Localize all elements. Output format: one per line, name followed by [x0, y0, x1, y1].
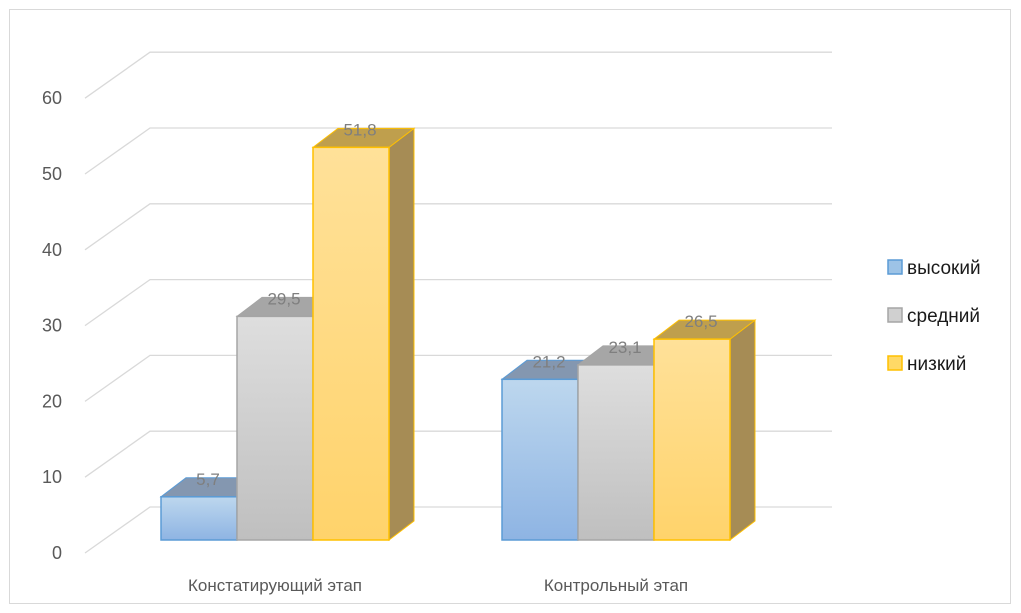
data-label: 21,2	[532, 352, 565, 371]
data-label: 26,5	[684, 312, 717, 331]
bar-side-face	[388, 127, 415, 542]
legend-item-средний: средний	[887, 306, 980, 327]
bars	[159, 127, 757, 542]
bar-front-face	[236, 315, 314, 541]
y-tick-label: 50	[42, 164, 62, 184]
legend-swatch	[887, 259, 903, 275]
gridline	[84, 203, 832, 251]
y-tick-label: 60	[42, 88, 62, 108]
data-label: 51,8	[343, 120, 376, 139]
bar-front-face	[577, 364, 655, 541]
legend-label: высокий	[907, 258, 981, 279]
data-label: 5,7	[196, 470, 220, 489]
bar-низкий	[311, 127, 416, 542]
legend-swatch	[887, 355, 903, 371]
bar-front-face	[653, 338, 731, 541]
data-label: 23,1	[608, 338, 641, 357]
category-label: Констатирующий этап	[188, 576, 362, 595]
category-label: Контрольный этап	[544, 576, 688, 595]
y-tick-label: 40	[42, 240, 62, 260]
bar-front-face	[312, 146, 390, 541]
legend-item-низкий: низкий	[887, 354, 966, 375]
legend-label: низкий	[907, 354, 966, 375]
gridline	[84, 127, 832, 175]
bar-front-face	[501, 378, 579, 541]
legend: высокий средний низкий	[887, 258, 981, 375]
data-label: 29,5	[267, 289, 300, 308]
legend-swatch	[887, 307, 903, 323]
gridline	[84, 278, 832, 327]
bar-front-face	[160, 496, 238, 541]
legend-label: средний	[907, 306, 980, 327]
y-tick-label: 10	[42, 467, 62, 487]
axis-labels: 0 10 20 30 40 50 60 Констатирующий этап Контроль…	[42, 88, 688, 595]
y-tick-label: 0	[52, 543, 62, 563]
bar-side-face	[729, 319, 756, 542]
gridline	[84, 51, 832, 99]
data-labels: 5,7 29,5 51,8 21,2 23,1 26,5	[196, 120, 717, 488]
y-tick-label: 30	[42, 316, 62, 336]
legend-item-высокий: высокий	[887, 258, 981, 279]
y-tick-label: 20	[42, 391, 62, 411]
bar-низкий	[652, 319, 757, 542]
